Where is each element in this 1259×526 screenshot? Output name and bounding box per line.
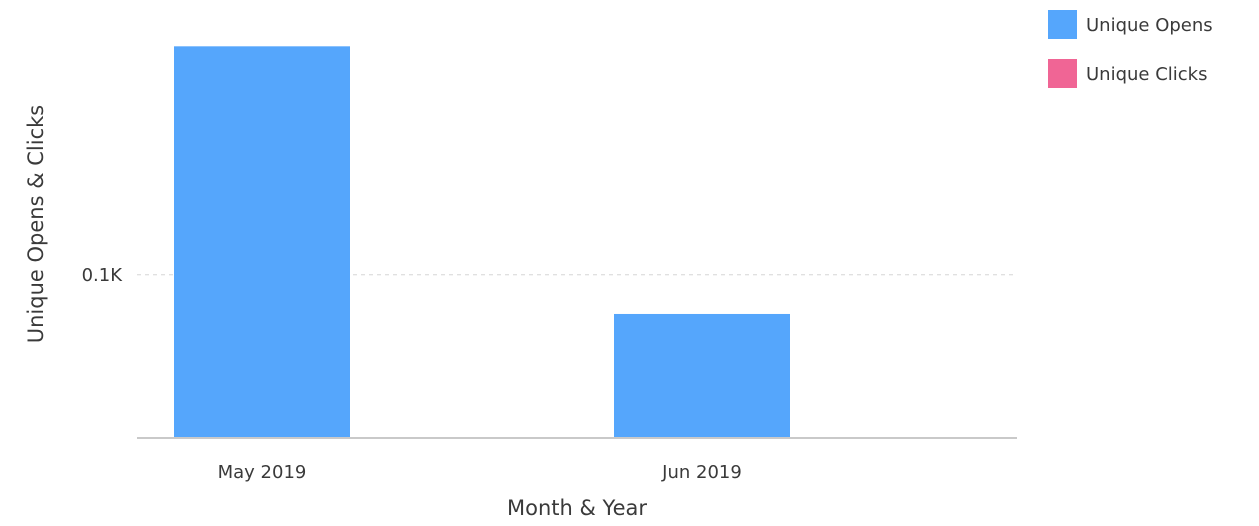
x-axis-title: Month & Year — [507, 496, 647, 520]
legend: Unique Opens Unique Clicks — [1048, 10, 1213, 88]
bar-unique-opens[interactable] — [174, 46, 350, 438]
x-tick-label: May 2019 — [218, 462, 307, 483]
y-tick-labels: 0.1K — [82, 265, 124, 286]
y-tick-label: 0.1K — [82, 265, 124, 286]
legend-label: Unique Clicks — [1086, 64, 1207, 85]
bar-unique-opens[interactable] — [614, 313, 790, 438]
x-tick-labels: May 2019 Jun 2019 — [218, 462, 742, 483]
legend-swatch — [1048, 59, 1077, 88]
bars — [174, 46, 790, 438]
x-tick-label: Jun 2019 — [661, 462, 742, 483]
legend-item-unique-clicks[interactable]: Unique Clicks — [1048, 59, 1207, 88]
legend-label: Unique Opens — [1086, 15, 1213, 36]
y-axis-title: Unique Opens & Clicks — [24, 105, 48, 344]
legend-item-unique-opens[interactable]: Unique Opens — [1048, 10, 1213, 39]
legend-swatch — [1048, 10, 1077, 39]
